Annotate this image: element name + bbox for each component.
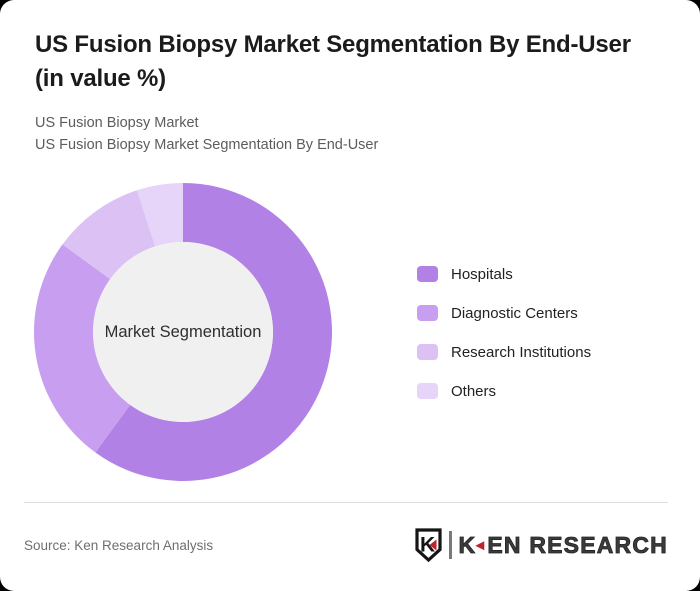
chart-title-line1: US Fusion Biopsy Market Segmentation By …: [35, 31, 631, 58]
legend-item-others: Others: [417, 382, 591, 400]
donut-segment-diagnostic-centers: [33, 244, 131, 453]
ken-research-logo: K K ◄ EN RESEARCH: [415, 526, 668, 564]
ken-research-wordmark: K ◄ EN RESEARCH: [458, 531, 668, 558]
donut-segment-research-institutions: [62, 190, 156, 280]
chart-legend: Hospitals Diagnostic Centers Research Inst…: [417, 265, 592, 400]
legend-item-diagnostic-centers: Diagnostic Centers: [417, 304, 591, 322]
donut-hole: [93, 242, 273, 422]
legend-label: Hospitals: [451, 265, 513, 283]
legend-swatch-research-institutions: [417, 344, 438, 360]
legend-item-research-institutions: Research Institutions: [417, 343, 592, 361]
legend-item-hospitals: Hospitals: [417, 265, 591, 283]
legend-swatch-others: [417, 383, 438, 399]
donut-segment-others: [136, 183, 183, 247]
legend-swatch-diagnostic-centers: [417, 305, 438, 321]
logo-separator: [449, 531, 452, 559]
chart-subtitle-line1: US Fusion Biopsy Market: [35, 115, 199, 131]
footer-divider: [24, 502, 668, 503]
donut-segment-hospitals: [95, 183, 332, 481]
svg-text:K: K: [420, 534, 435, 557]
wordmark-arrow-icon: ◄: [472, 536, 489, 554]
source-note: Source: Ken Research Analysis: [24, 538, 214, 553]
legend-swatch-hospitals: [417, 266, 438, 282]
chart-subtitle-line2: US Fusion Biopsy Market Segmentation By …: [35, 136, 379, 153]
donut-center-label: Market Segmentation: [105, 323, 262, 341]
chart-title: US Fusion Biopsy Market Segmentation By …: [35, 28, 631, 96]
legend-label: Others: [451, 382, 497, 400]
legend-label: Diagnostic Centers: [451, 304, 578, 322]
chart-subtitle: US Fusion Biopsy Market US Fusion Biopsy…: [35, 113, 378, 156]
ken-research-shield-icon: K: [415, 528, 442, 562]
chart-title-line2: (in value %): [35, 65, 166, 92]
legend-label: Research Institutions: [451, 343, 592, 361]
emblem-arrow-icon: [429, 539, 437, 551]
donut-chart: Market Segmentation: [33, 183, 332, 481]
